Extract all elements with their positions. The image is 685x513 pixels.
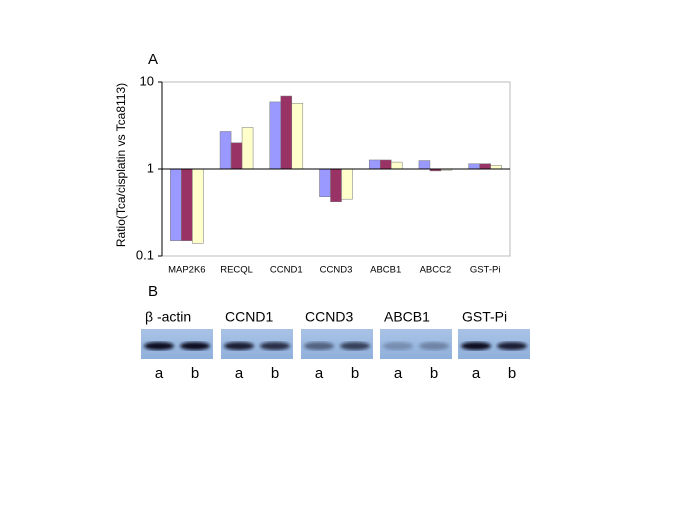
bar	[230, 142, 243, 170]
panel-label: B	[148, 283, 158, 300]
bar	[330, 168, 342, 203]
bar	[192, 168, 204, 244]
x-tick-label: GST-Pi	[470, 265, 501, 276]
blot-band	[461, 342, 491, 350]
blot-band	[180, 342, 210, 350]
blot-band	[144, 342, 174, 350]
lane-label: a	[235, 365, 244, 382]
bar	[269, 101, 282, 170]
blot-band	[497, 342, 527, 350]
blot-label: GST-Pi	[462, 309, 507, 325]
lane-label: b	[271, 365, 279, 382]
lane-label: b	[351, 365, 359, 382]
x-tick-label: RECQL	[220, 265, 253, 276]
lane-label: a	[472, 365, 481, 382]
x-tick-label: MAP2K6	[168, 265, 206, 276]
bar	[368, 159, 381, 170]
x-tick-label: ABCB1	[370, 265, 401, 276]
lane-label: b	[191, 365, 199, 382]
lane-label: a	[315, 365, 324, 382]
bar	[490, 165, 502, 170]
y-tick-label: 0.1	[136, 247, 154, 262]
blots: β -actin a b CCND1 a b CCND3 a b ABCB1 a b GST-Pi a b	[141, 309, 530, 382]
blot-band	[224, 342, 254, 350]
blot-label: β -actin	[145, 309, 191, 325]
y-axis-label: Ratio(Tca/cisplatin vs Tca8113)	[114, 83, 128, 247]
blot-label: ABCB1	[384, 309, 430, 325]
lane-label: b	[508, 365, 516, 382]
blot-band	[383, 342, 413, 350]
bar	[418, 160, 431, 170]
lane-label: b	[430, 365, 438, 382]
bar	[181, 168, 193, 241]
blot-band	[304, 342, 334, 350]
blot-label: CCND1	[225, 309, 273, 325]
bar	[390, 161, 403, 170]
bar	[479, 163, 491, 170]
bar	[170, 168, 182, 241]
x-tick-label: CCND1	[270, 265, 303, 276]
bar	[241, 127, 254, 170]
bar	[341, 168, 353, 200]
bar	[280, 95, 293, 170]
blot-label: CCND3	[305, 309, 353, 325]
blot-band	[419, 342, 449, 350]
x-tick-label: ABCC2	[420, 265, 452, 276]
lane-label: a	[155, 365, 164, 382]
bar	[379, 159, 392, 170]
bar	[291, 102, 304, 170]
blot-band	[340, 342, 370, 350]
x-tick-label: CCND3	[320, 265, 353, 276]
bar	[319, 168, 331, 197]
panel-label: A	[148, 51, 158, 68]
blot-band	[260, 342, 290, 350]
bar	[468, 163, 480, 170]
bar	[219, 131, 232, 170]
lane-label: a	[394, 365, 403, 382]
y-tick-label: 1	[147, 160, 154, 175]
y-tick-label: 10	[140, 73, 154, 88]
